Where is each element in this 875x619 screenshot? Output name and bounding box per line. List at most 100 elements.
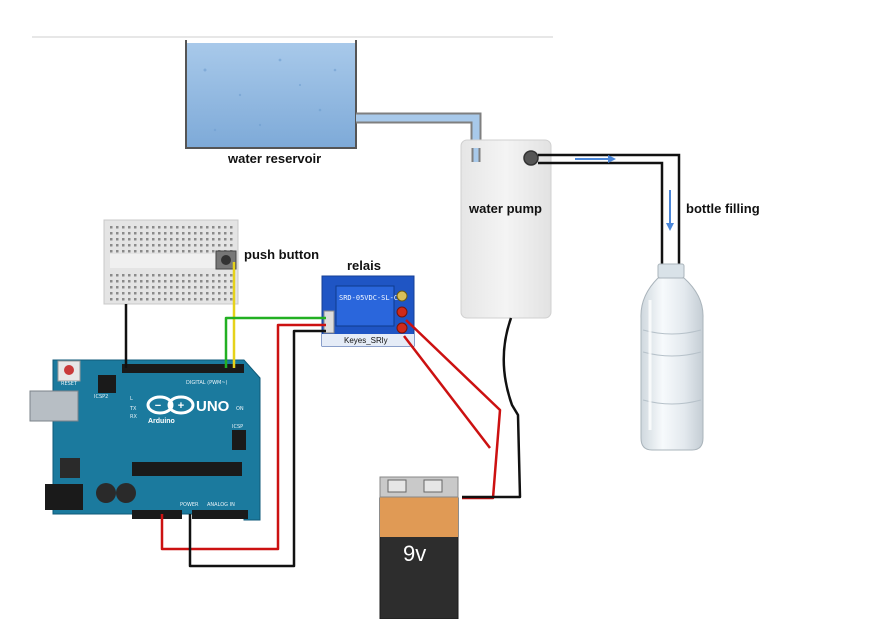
breadboard-hole xyxy=(116,292,119,295)
breadboard-hole xyxy=(122,232,125,235)
breadboard-hole xyxy=(212,250,215,253)
breadboard-hole xyxy=(182,298,185,301)
breadboard-hole xyxy=(206,286,209,289)
breadboard-hole xyxy=(128,292,131,295)
breadboard-hole xyxy=(128,298,131,301)
breadboard-hole xyxy=(116,286,119,289)
breadboard-hole xyxy=(224,226,227,229)
arduino-uno: − + UNO Arduino RESET ICSP2 ICSP DIGITAL… xyxy=(29,359,261,521)
breadboard-hole xyxy=(146,298,149,301)
breadboard-hole xyxy=(134,232,137,235)
breadboard-hole xyxy=(218,298,221,301)
breadboard-hole xyxy=(170,298,173,301)
breadboard-hole xyxy=(134,244,137,247)
breadboard-hole xyxy=(116,280,119,283)
breadboard-hole xyxy=(200,250,203,253)
breadboard-hole xyxy=(194,280,197,283)
wire-black-pump-battery xyxy=(462,317,522,499)
breadboard-hole xyxy=(134,280,137,283)
breadboard-hole xyxy=(164,244,167,247)
water-pump xyxy=(460,139,552,319)
breadboard-hole xyxy=(134,274,137,277)
breadboard-hole xyxy=(182,232,185,235)
breadboard-hole xyxy=(152,298,155,301)
breadboard-hole xyxy=(194,244,197,247)
breadboard-hole xyxy=(200,274,203,277)
breadboard-hole xyxy=(128,286,131,289)
breadboard-hole xyxy=(176,274,179,277)
breadboard-hole xyxy=(128,232,131,235)
breadboard-hole xyxy=(218,292,221,295)
breadboard-hole xyxy=(230,280,233,283)
arrow-right-icon xyxy=(575,155,616,163)
breadboard-hole xyxy=(176,244,179,247)
breadboard-hole xyxy=(188,232,191,235)
breadboard-hole xyxy=(224,280,227,283)
breadboard-hole xyxy=(128,244,131,247)
breadboard-hole xyxy=(164,292,167,295)
breadboard-hole xyxy=(122,286,125,289)
breadboard-hole xyxy=(164,226,167,229)
breadboard-hole xyxy=(158,226,161,229)
rx-label: RX xyxy=(130,414,137,420)
breadboard-hole xyxy=(116,244,119,247)
tx-label: TX xyxy=(129,406,137,412)
breadboard-hole xyxy=(158,286,161,289)
breadboard-hole xyxy=(110,250,113,253)
breadboard-hole xyxy=(170,280,173,283)
breadboard-hole xyxy=(212,292,215,295)
push-button[interactable] xyxy=(215,250,237,270)
pump-outlet-port xyxy=(523,150,539,166)
breadboard-hole xyxy=(200,286,203,289)
breadboard-hole xyxy=(116,226,119,229)
breadboard-hole xyxy=(116,274,119,277)
breadboard-hole xyxy=(206,232,209,235)
breadboard-hole xyxy=(182,250,185,253)
breadboard-hole xyxy=(122,298,125,301)
breadboard-hole xyxy=(230,226,233,229)
breadboard-hole xyxy=(122,244,125,247)
breadboard-hole xyxy=(200,226,203,229)
breadboard-hole xyxy=(140,250,143,253)
breadboard-hole xyxy=(128,280,131,283)
breadboard-hole xyxy=(128,226,131,229)
breadboard-hole xyxy=(200,280,203,283)
breadboard-hole xyxy=(218,226,221,229)
breadboard-hole xyxy=(176,298,179,301)
breadboard-hole xyxy=(122,274,125,277)
breadboard-hole xyxy=(134,286,137,289)
breadboard-hole xyxy=(212,226,215,229)
breadboard-hole xyxy=(164,250,167,253)
breadboard-hole xyxy=(188,244,191,247)
breadboard-hole xyxy=(128,238,131,241)
analog-label: ANALOG IN xyxy=(207,502,235,508)
digital-label: DIGITAL (PWM~) xyxy=(186,380,228,386)
breadboard-hole xyxy=(182,244,185,247)
breadboard-hole xyxy=(122,238,125,241)
breadboard-hole xyxy=(182,226,185,229)
breadboard-hole xyxy=(110,244,113,247)
breadboard-hole xyxy=(224,244,227,247)
breadboard-hole xyxy=(188,298,191,301)
breadboard-hole xyxy=(230,232,233,235)
breadboard-hole xyxy=(158,298,161,301)
breadboard-hole xyxy=(116,250,119,253)
breadboard-hole xyxy=(188,280,191,283)
relay-brand-text: Keyes_SRly xyxy=(344,336,388,345)
breadboard-hole xyxy=(188,286,191,289)
icsp-label: ICSP xyxy=(232,424,243,430)
breadboard-hole xyxy=(218,232,221,235)
breadboard-hole xyxy=(146,286,149,289)
breadboard-hole xyxy=(164,280,167,283)
breadboard-hole xyxy=(158,244,161,247)
breadboard-hole xyxy=(170,232,173,235)
breadboard-hole xyxy=(140,244,143,247)
breadboard-hole xyxy=(140,298,143,301)
breadboard-hole xyxy=(134,238,137,241)
breadboard-hole xyxy=(116,232,119,235)
breadboard-hole xyxy=(146,292,149,295)
bottle-filling-label: bottle filling xyxy=(686,201,760,216)
breadboard-hole xyxy=(218,244,221,247)
breadboard-hole xyxy=(200,244,203,247)
